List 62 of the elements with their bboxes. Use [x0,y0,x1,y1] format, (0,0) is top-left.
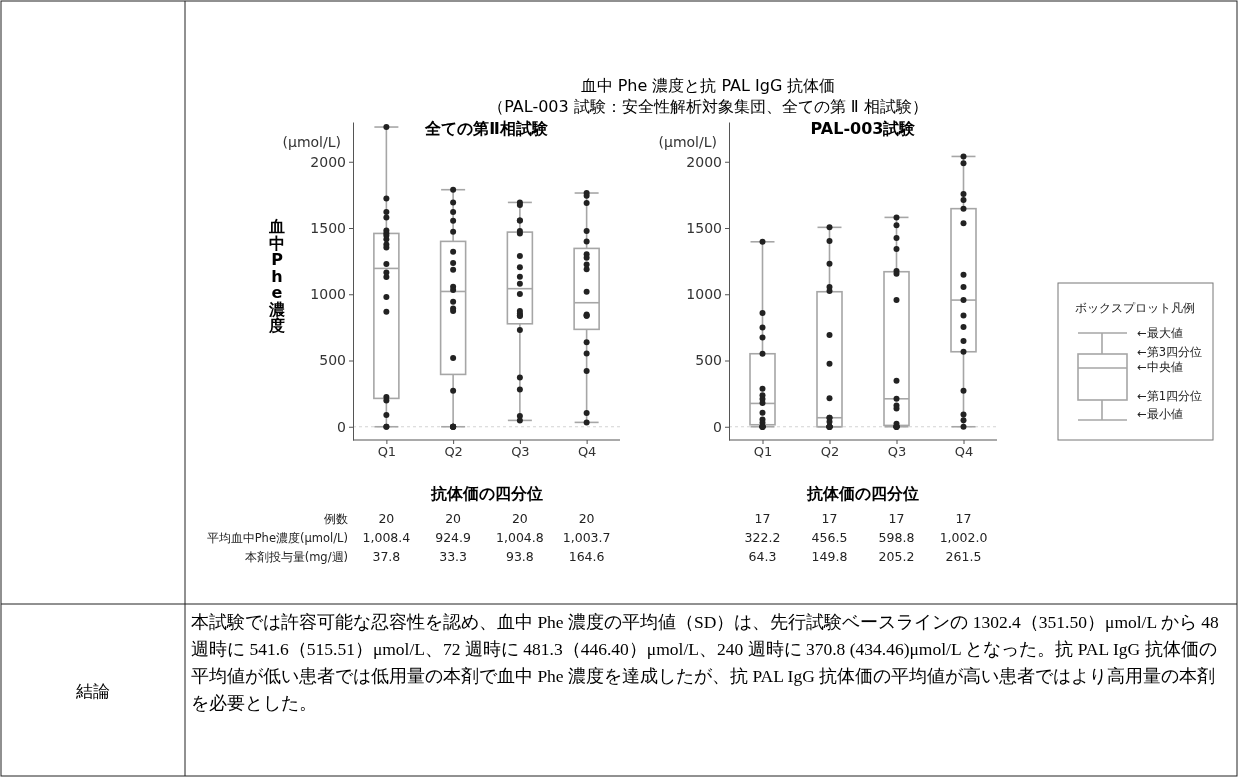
y-tick-label: 500 [695,352,722,369]
text: （PAL-003 試験：安全性解析対象集団、全ての第 Ⅱ 相試験） [488,97,928,116]
text: ←第3四分位 [1137,345,1202,359]
x-axis-title: 抗体価の四分位 [429,484,543,503]
chart-title: PAL-003試験 [810,119,917,138]
y-tick-label: 1000 [310,286,346,303]
y-axis-title: 血中Phe濃度 [268,217,285,335]
text: 924.9 [435,530,472,545]
y-tick-label: 1500 [686,219,722,236]
text: 33.3 [439,549,468,564]
text: 平均血中Phe濃度(μmol/L) [206,531,348,545]
text: 37.8 [372,549,401,564]
text: 322.2 [744,530,781,545]
text: ←最大値 [1137,326,1183,340]
x-tick-label: Q3 [887,444,907,460]
text: 149.8 [811,549,848,564]
text: 結論 [74,680,111,703]
y-tick-label: 2000 [686,153,722,170]
text: 17 [754,511,771,526]
text: 20 [378,511,395,526]
x-tick-label: Q2 [444,444,463,460]
y-tick-label: 500 [319,352,346,369]
text: 261.5 [945,549,982,564]
text: 17 [955,511,972,526]
text: 1,008.4 [362,530,411,545]
text: 64.3 [748,549,777,564]
text: 598.8 [878,530,915,545]
y-tick-label: 1500 [310,219,346,236]
chart-title: 全ての第Ⅱ相試験 [424,119,549,138]
text: 本試験では許容可能な忍容性を認め、血中 Phe 濃度の平均値（SD）は、先行試験ベースラインの 1302.4（351.50）μmol/L から 48 週時に 541.6（515.51）μmol/L、72 週時に 481.3（446.40）μmol/L、240 週時に 370.8 (434.46)μmol/L となった。抗 PAL IgG 抗体価の平均値が低い患者では低用量の本剤で血中 Phe 濃度を達成したが、抗 PAL IgG 抗体価の平均値が高い患者ではより高用量の本剤を必要とした。 [191,611,1220,715]
x-tick-label: Q4 [954,444,974,460]
text: 血中 Phe 濃度と抗 PAL IgG 抗体価 [580,76,836,95]
text: 17 [821,511,838,526]
text: 1,002.0 [939,530,988,545]
text: 20 [511,511,528,526]
text: 93.8 [505,549,534,564]
text: 1,004.8 [496,530,544,545]
y-tick-label: 0 [713,418,722,435]
x-axis-title: 抗体価の四分位 [806,484,919,503]
text: 本剤投与量(mg/週) [244,550,348,564]
x-tick-label: Q1 [377,444,397,460]
x-tick-label: Q2 [820,444,840,460]
text: 164.6 [568,549,605,564]
text: 1,003.7 [562,530,611,545]
text: (μmol/L) [282,134,341,150]
y-tick-label: 0 [337,418,346,435]
text: 20 [445,511,462,526]
x-tick-label: Q1 [753,444,773,460]
text: 20 [578,511,595,526]
text: 例数 [324,512,348,526]
text: 17 [888,511,905,526]
text: 205.2 [878,549,915,564]
text: (μmol/L) [658,134,717,150]
x-tick-label: Q3 [511,444,530,460]
x-tick-label: Q4 [577,444,597,460]
text: ←中央値 [1137,360,1183,374]
text: ←第1四分位 [1137,389,1202,403]
y-tick-label: 2000 [310,153,346,170]
text: 456.5 [811,530,848,545]
text: ボックスプロット凡例 [1075,301,1195,315]
text: ←最小値 [1137,407,1183,421]
y-tick-label: 1000 [686,286,722,303]
